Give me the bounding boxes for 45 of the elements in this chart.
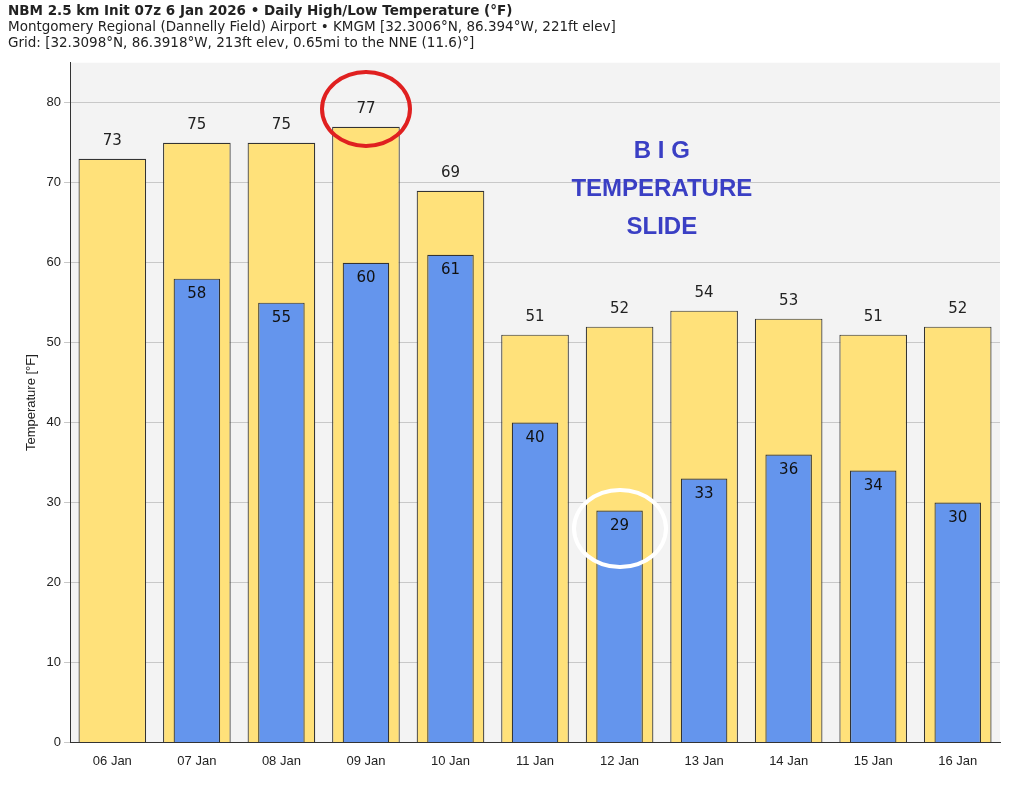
- y-tick-label: 70: [46, 174, 62, 190]
- x-tick-label: 16 Jan: [938, 752, 978, 768]
- data-label: 34: [863, 475, 883, 494]
- y-tick-label: 80: [46, 94, 62, 110]
- x-tick-label: 14 Jan: [769, 752, 809, 768]
- x-tick-label: 12 Jan: [600, 752, 640, 768]
- data-label: 54: [694, 283, 714, 302]
- data-label: 77: [356, 99, 376, 118]
- data-label: 29: [610, 515, 630, 534]
- data-label: 36: [779, 459, 799, 478]
- y-tick-label: 20: [46, 574, 62, 590]
- x-tick-label: 13 Jan: [684, 752, 724, 768]
- x-tick-label: 10 Jan: [430, 752, 471, 768]
- data-label: 58: [187, 284, 207, 303]
- data-label: 51: [525, 307, 545, 326]
- x-tick-label: 11 Jan: [515, 752, 555, 768]
- data-label: 52: [610, 299, 630, 318]
- data-label: 75: [271, 115, 291, 134]
- x-tick-label: 15 Jan: [853, 752, 893, 768]
- x-tick-label: 09 Jan: [346, 752, 386, 768]
- data-label: 30: [948, 507, 968, 526]
- y-tick-label: 60: [46, 254, 62, 270]
- chart-title: NBM 2.5 km Init 07z 6 Jan 2026 • Daily High/Low Temperature (°F): [8, 2, 514, 18]
- data-label: 53: [779, 291, 799, 310]
- data-label: 73: [102, 131, 122, 150]
- x-tick-label: 06 Jan: [92, 752, 132, 768]
- data-label: 51: [863, 307, 883, 326]
- data-label: 55: [271, 308, 291, 327]
- x-tick-label: 08 Jan: [261, 752, 301, 768]
- data-label: 33: [694, 483, 714, 502]
- data-label: 52: [948, 299, 968, 318]
- data-label: 69: [440, 163, 461, 182]
- annotation: B I G TEMPERATURE SLIDE: [571, 134, 753, 241]
- y-tick-label: 0: [53, 733, 62, 749]
- y-tick-label: 40: [46, 414, 62, 430]
- data-label: 60: [356, 268, 376, 287]
- x-tick-label: 07 Jan: [177, 752, 217, 768]
- data-label: 40: [525, 427, 545, 446]
- y-tick-label: 30: [46, 494, 62, 510]
- data-label: 61: [440, 260, 461, 279]
- y-tick-label: 10: [46, 654, 62, 670]
- chart-subtitle: Montgomery Regional (Dannelly Field) Airport • KMGM [32.3006°N, 86.394°W, 221ft elev] Grid: [32.3098°N, 86.3918°W, 213ft elev, 0.65mi to the NNE (11.6)°]: [8, 18, 616, 50]
- data-label: 75: [187, 115, 207, 134]
- y-tick-label: 50: [46, 334, 62, 350]
- y-axis-title: Temperature [°F]: [23, 354, 39, 452]
